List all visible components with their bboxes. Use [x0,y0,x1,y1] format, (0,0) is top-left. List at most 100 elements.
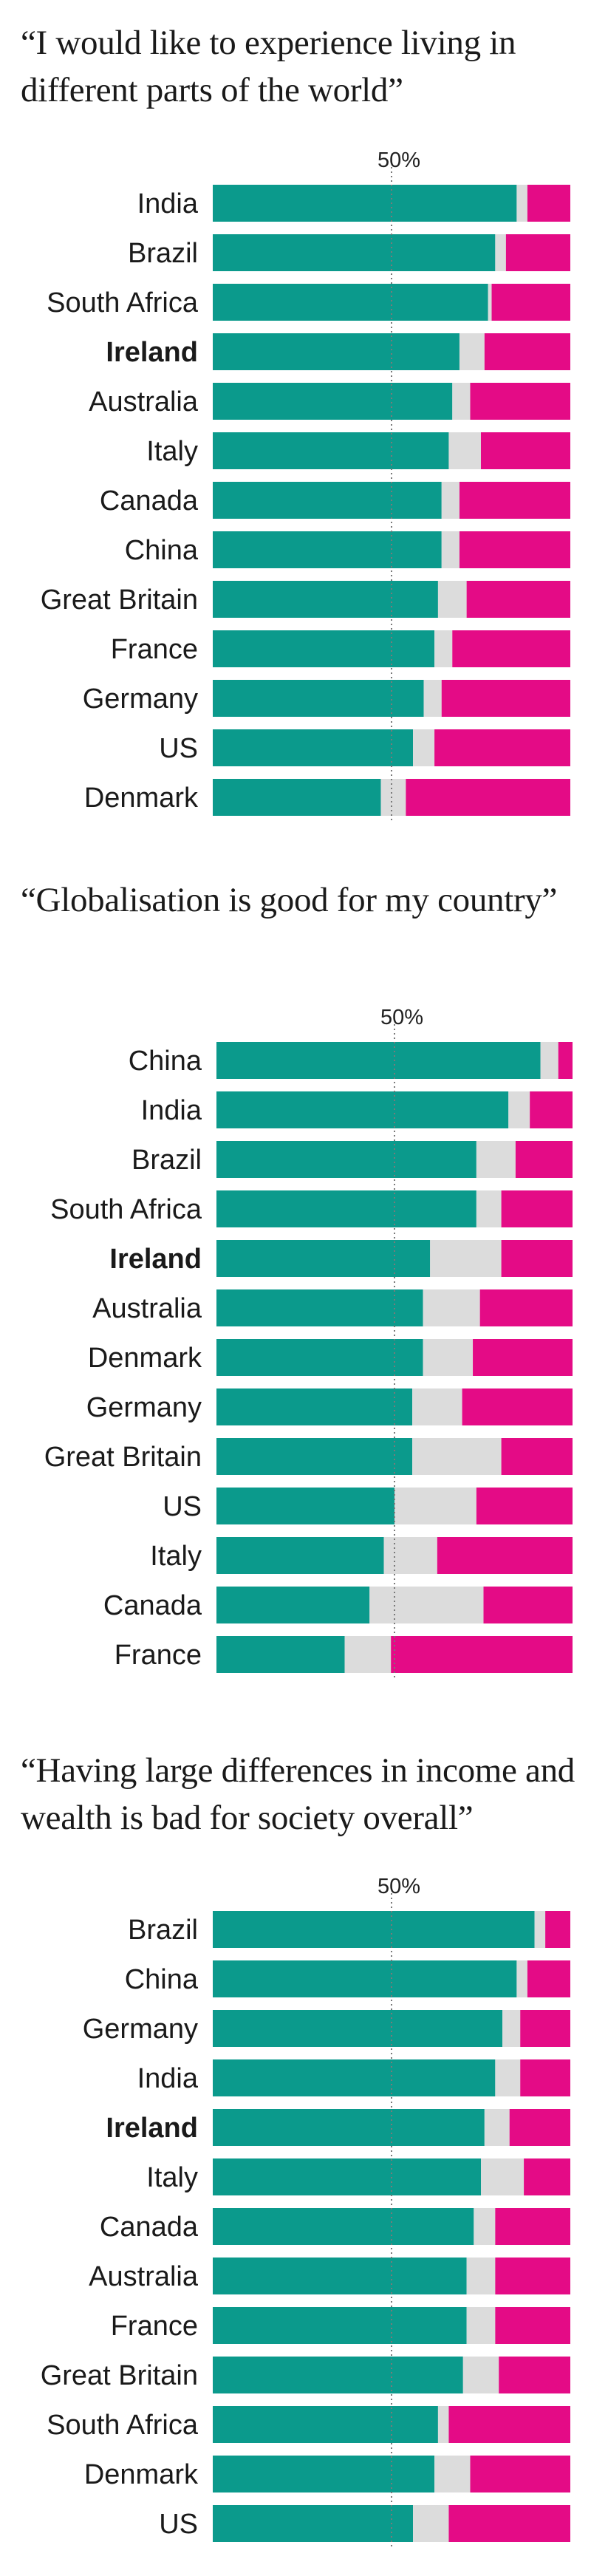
bar-segment-agree [216,1438,413,1475]
bar-segment-agree [213,2010,503,2047]
bar-segment-agree [216,1141,476,1178]
bar-segment-disagree [441,680,570,717]
bar-segment-agree [213,1911,535,1948]
midline-label: 50% [378,1875,420,1898]
bar-segment-disagree [515,1141,573,1178]
country-label: Brazil [131,1145,202,1176]
country-label: Denmark [84,2459,199,2490]
bar-segment-neither [534,1911,546,1948]
country-label: Germany [83,2014,198,2045]
chart-panel-globalisation: “Globalisation is good for my country” C… [0,850,591,1722]
bar-segment-agree [216,1488,394,1524]
bar-segment-agree [213,185,517,222]
country-label: Canada [100,485,199,517]
bar-segment-agree [213,2456,435,2492]
bar-segment-disagree [499,2357,570,2393]
bar-segment-neither [434,630,453,667]
country-label: Ireland [106,2113,198,2144]
country-label: Germany [83,684,198,715]
bar-segment-disagree [501,1438,573,1475]
country-label: Ireland [106,337,198,368]
bar-segment-agree [213,234,496,271]
bar-segment-disagree [524,2158,570,2195]
bar-segment-neither [462,2357,499,2393]
bar-segment-disagree [406,779,570,816]
bar-segment-neither [423,1289,480,1326]
country-label: India [137,2063,199,2094]
country-label: Italy [146,2162,198,2193]
bar-segment-neither [413,2505,449,2542]
country-label: France [115,1640,202,1671]
bar-segment-disagree [501,1190,573,1227]
chart-title: “Having large differences in income and … [21,1751,575,1837]
bar-segment-agree [213,2208,474,2245]
bar-segment-agree [213,383,453,420]
country-label: India [137,188,199,219]
stacked-bar-chart: India Brazil South Africa Ireland Australia I… [41,149,570,822]
bar-segment-agree [213,2307,467,2344]
country-label: Great Britain [41,585,198,616]
bar-segment-agree [213,2158,481,2195]
bar-segment-agree [216,1537,384,1574]
bar-segment-neither [412,1438,502,1475]
bar-segment-neither [540,1042,558,1079]
bar-segment-agree [213,2505,414,2542]
bar-segment-disagree [473,1339,573,1376]
country-label: China [129,1046,202,1077]
bar-segment-disagree [476,1488,573,1524]
country-label: France [111,2311,198,2342]
bar-segment-disagree [501,1240,573,1277]
bar-segment-neither [474,2208,496,2245]
bar-segment-disagree [520,2010,570,2047]
bar-segment-neither [476,1190,502,1227]
country-label: China [125,535,199,566]
bar-segment-neither [502,2010,521,2047]
bar-segment-neither [412,1388,462,1425]
bar-segment-disagree [509,2109,570,2146]
bar-segment-disagree [391,1636,573,1673]
country-label: Denmark [84,783,199,814]
bar-segment-neither [488,284,492,321]
bar-segment-neither [434,2456,471,2492]
bar-segment-disagree [483,1587,573,1623]
bar-segment-disagree [470,2456,570,2492]
chart-panel-living-abroad: “I would like to experience living in di… [0,0,591,850]
bar-segment-neither [495,2059,521,2096]
country-label: Italy [146,436,198,467]
midline-label: 50% [378,149,420,172]
country-label: Australia [89,386,199,418]
bar-segment-agree [216,1042,541,1079]
bar-segment-agree [216,1190,476,1227]
country-label: Brazil [128,1915,198,1946]
country-label: Germany [86,1392,202,1423]
bar-segment-disagree [462,1388,573,1425]
bar-segment-agree [216,1091,509,1128]
bar-segment-neither [448,432,481,469]
country-label: Canada [100,2212,199,2243]
bar-segment-disagree [530,1091,573,1128]
bar-segment-agree [213,2109,485,2146]
bar-segment-neither [437,581,467,618]
bar-segment-neither [441,482,460,519]
bar-segment-disagree [452,630,570,667]
bar-segment-disagree [520,2059,570,2096]
country-label: Australia [89,2261,199,2292]
country-label: Brazil [128,238,198,269]
bar-segment-neither [344,1636,392,1673]
chart-title: “Globalisation is good for my country” [21,881,558,919]
bar-segment-neither [508,1091,530,1128]
stacked-bar-chart: Brazil China Germany India Ireland Italy Canad… [41,1875,570,2548]
country-label: South Africa [50,1194,202,1225]
bar-segment-agree [216,1587,370,1623]
bar-segment-agree [213,284,488,321]
bar-segment-neither [481,2158,525,2195]
bar-segment-neither [380,779,406,816]
country-label: Canada [103,1590,202,1621]
country-label: South Africa [47,2410,199,2441]
bar-segment-neither [466,2307,496,2344]
stacked-bar-chart: China India Brazil South Africa Ireland Austr… [44,1006,573,1679]
bar-segment-disagree [527,185,570,222]
bar-segment-disagree [495,2258,570,2294]
bar-segment-disagree [434,729,570,766]
bar-segment-neither [452,383,471,420]
